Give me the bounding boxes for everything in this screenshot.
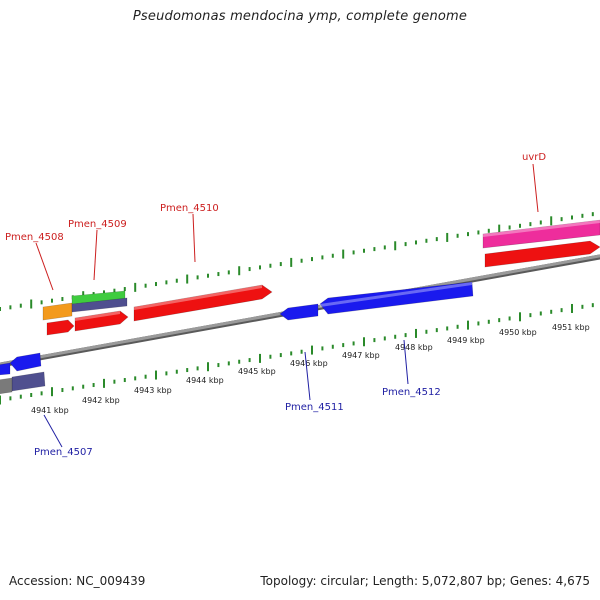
gene-orange-block bbox=[42, 302, 73, 321]
gene-left-grey bbox=[0, 377, 13, 395]
gene-slate-block bbox=[71, 297, 128, 313]
gene-Pmen_4508 bbox=[46, 319, 75, 336]
gene-gloss bbox=[134, 285, 262, 310]
tick-label: 4943 kbp bbox=[134, 386, 172, 395]
tick-label: 4950 kbp bbox=[499, 328, 537, 337]
gene-Pmen_4511 bbox=[279, 303, 319, 321]
gene-label-Pmen_4511: Pmen_4511 bbox=[285, 402, 344, 413]
gene-gloss bbox=[483, 220, 600, 237]
gene-label-Pmen_4512: Pmen_4512 bbox=[382, 387, 441, 398]
tick-label: 4951 kbp bbox=[552, 323, 590, 332]
tick-label: 4945 kbp bbox=[238, 367, 276, 376]
gene-Pmen_4512 bbox=[319, 281, 474, 315]
gene-Pmen_4509 bbox=[74, 310, 129, 332]
tick-label: 4948 kbp bbox=[395, 343, 433, 352]
leader-line bbox=[43, 414, 63, 448]
gene-features bbox=[0, 219, 600, 395]
gene-labels: Pmen_4508 Pmen_4509 Pmen_4510 uvrD Pmen_4507… bbox=[5, 152, 546, 458]
gene-gloss bbox=[320, 282, 472, 307]
leader-line bbox=[192, 213, 196, 263]
tick-label: 4944 kbp bbox=[186, 376, 224, 385]
gene-left-blue bbox=[0, 362, 11, 376]
gene-Pmen_4507 bbox=[9, 352, 42, 372]
gene-left-slate bbox=[11, 371, 46, 392]
tick-label: 4947 kbp bbox=[342, 351, 380, 360]
leader-line bbox=[532, 163, 539, 213]
gene-label-uvrD: uvrD bbox=[522, 152, 546, 163]
gene-Pmen_4510 bbox=[133, 284, 273, 322]
gene-label-Pmen_4510: Pmen_4510 bbox=[160, 203, 219, 214]
tick-label: 4946 kbp bbox=[290, 359, 328, 368]
map-title: Pseudomonas mendocina ymp, complete geno… bbox=[132, 9, 468, 24]
gene-label-Pmen_4508: Pmen_4508 bbox=[5, 232, 64, 243]
gene-uvrD-red bbox=[484, 240, 600, 268]
gene-label-Pmen_4507: Pmen_4507 bbox=[34, 447, 93, 458]
tick-label: 4941 kbp bbox=[31, 406, 69, 415]
leader-line bbox=[35, 242, 54, 291]
gene-gloss bbox=[75, 311, 120, 321]
leader-line bbox=[93, 229, 98, 281]
tick-label: 4949 kbp bbox=[447, 336, 485, 345]
gene-uvrD bbox=[482, 219, 600, 249]
tick-label: 4942 kbp bbox=[82, 396, 120, 405]
reverse-tick-row bbox=[0, 303, 594, 405]
leader-line bbox=[403, 339, 409, 385]
accession-info: Accession: NC_009439 bbox=[9, 574, 146, 588]
gene-label-Pmen_4509: Pmen_4509 bbox=[68, 219, 127, 230]
leader-line bbox=[304, 351, 311, 401]
genome-stats: Topology: circular; Length: 5,072,807 bp… bbox=[260, 574, 590, 588]
